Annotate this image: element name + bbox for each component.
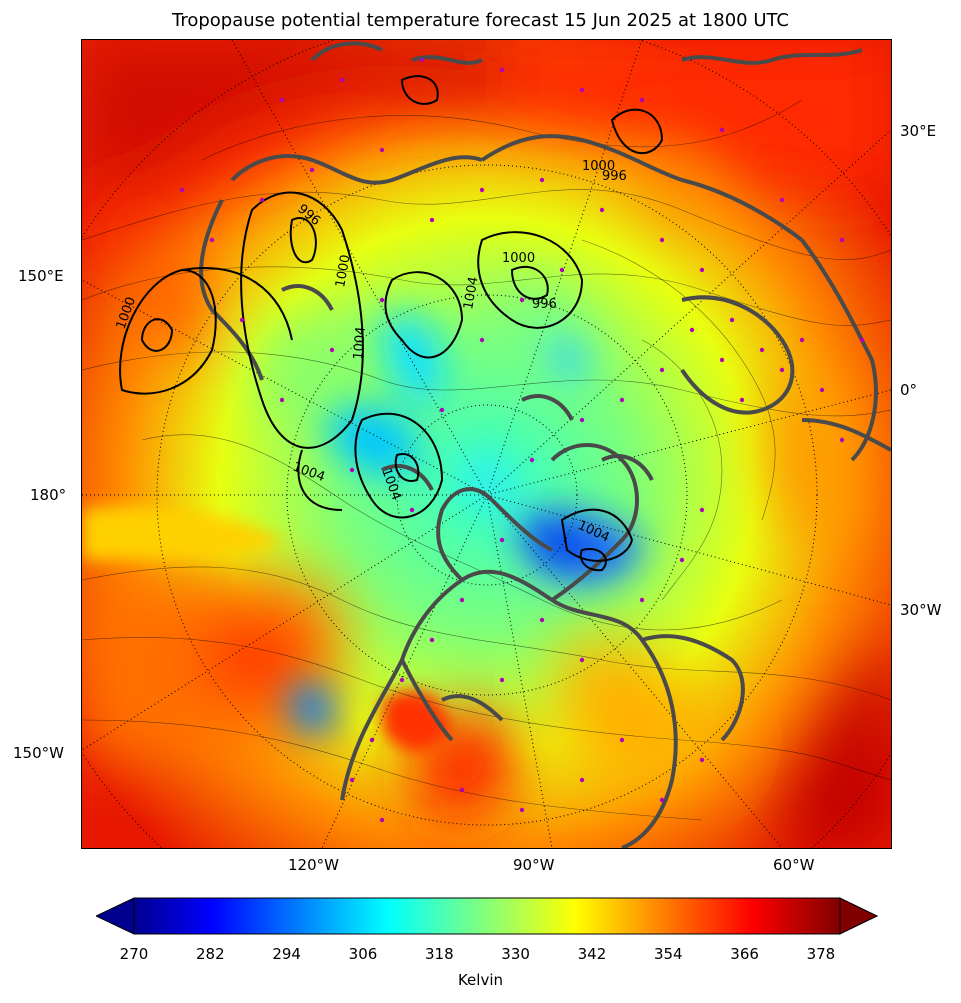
lon-label-30w: 30°W — [900, 601, 942, 619]
colorbar-gradient — [133, 897, 841, 935]
contour-label: 1004 — [461, 275, 482, 310]
lon-label-60w: 60°W — [773, 856, 815, 874]
isentrope-contours — [82, 99, 891, 821]
colorbar-label: Kelvin — [457, 971, 504, 989]
contour-label: 1000 — [582, 159, 615, 174]
contour-label: 996 — [602, 169, 627, 184]
colorbar-tick-label: 342 — [577, 945, 607, 963]
map-svg: 1000 1000 996 1000 1004 1004 1004 1004 9… — [82, 40, 891, 848]
contour-label: 996 — [532, 297, 557, 312]
lon-label-0: 0° — [900, 381, 918, 399]
colorbar-tick-label: 306 — [348, 945, 378, 963]
contour-label: 1004 — [351, 326, 369, 360]
lon-label-30e: 30°E — [900, 122, 937, 140]
lon-label-150e: 150°E — [18, 267, 64, 285]
station-markers — [179, 57, 865, 823]
colorbar-tick-label: 294 — [272, 945, 301, 963]
lon-label-180: 180° — [30, 486, 67, 504]
colorbar-tick-label: 282 — [195, 945, 225, 963]
contour-label: 1000 — [333, 253, 354, 288]
coastlines — [199, 41, 891, 848]
contour-label: 1000 — [502, 251, 535, 266]
lon-label-120w: 120°W — [288, 856, 339, 874]
colorbar-tick-label: 378 — [806, 945, 836, 963]
map-panel[interactable]: 1000 1000 996 1000 1004 1004 1004 1004 9… — [81, 39, 892, 849]
lon-label-150w: 150°W — [13, 744, 64, 762]
chart-title: Tropopause potential temperature forecas… — [171, 10, 790, 31]
colorbar — [96, 897, 878, 935]
colorbar-tick-label: 318 — [424, 945, 454, 963]
lon-label-90w: 90°W — [513, 856, 555, 874]
colorbar-min-extend — [96, 897, 135, 935]
colorbar-tick-label: 330 — [501, 945, 530, 963]
colorbar-tick-label: 270 — [119, 945, 149, 963]
colorbar-tick-label: 366 — [730, 945, 759, 963]
colorbar-max-extend — [839, 897, 878, 935]
warm-tongue — [82, 506, 452, 753]
colorbar-tick-label: 354 — [653, 945, 683, 963]
pressure-contours — [119, 75, 664, 572]
